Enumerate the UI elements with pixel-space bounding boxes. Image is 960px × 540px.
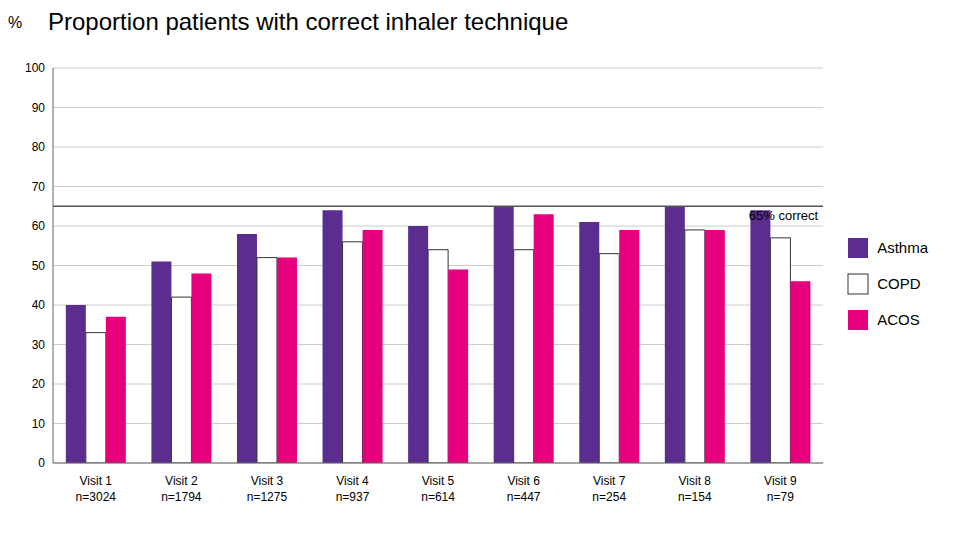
svg-text:0: 0 [38, 456, 45, 470]
svg-text:Visit 9n=79: Visit 9n=79 [764, 474, 797, 504]
svg-text:Visit 8n=154: Visit 8n=154 [678, 474, 712, 504]
svg-text:Visit 4n=937: Visit 4n=937 [336, 474, 370, 504]
svg-text:60: 60 [32, 219, 46, 233]
svg-text:10: 10 [32, 417, 46, 431]
svg-text:Visit 3n=1275: Visit 3n=1275 [247, 474, 288, 504]
svg-text:Visit 7n=254: Visit 7n=254 [592, 474, 626, 504]
html-text:ACOS: ACOS [877, 311, 920, 328]
svg-text:Visit 1n=3024: Visit 1n=3024 [76, 474, 117, 504]
html-text:COPD: COPD [877, 275, 921, 292]
svg-text:20: 20 [32, 377, 46, 391]
svg-text:100: 100 [25, 61, 45, 75]
svg-text:80: 80 [32, 140, 46, 154]
html-text:Proportion patients with corre: Proportion patients with correct inhaler… [48, 8, 569, 35]
svg-text:Visit 5n=614: Visit 5n=614 [421, 474, 455, 504]
svg-text:70: 70 [32, 180, 46, 194]
svg-text:50: 50 [32, 259, 46, 273]
svg-text:Visit 6n=447: Visit 6n=447 [507, 474, 541, 504]
html-text:Asthma: Asthma [877, 239, 928, 256]
svg-text:Visit 2n=1794: Visit 2n=1794 [161, 474, 202, 504]
svg-text:90: 90 [32, 101, 46, 115]
svg-text:40: 40 [32, 298, 46, 312]
svg-text:65% correct: 65% correct [749, 208, 819, 223]
svg-text:30: 30 [32, 338, 46, 352]
